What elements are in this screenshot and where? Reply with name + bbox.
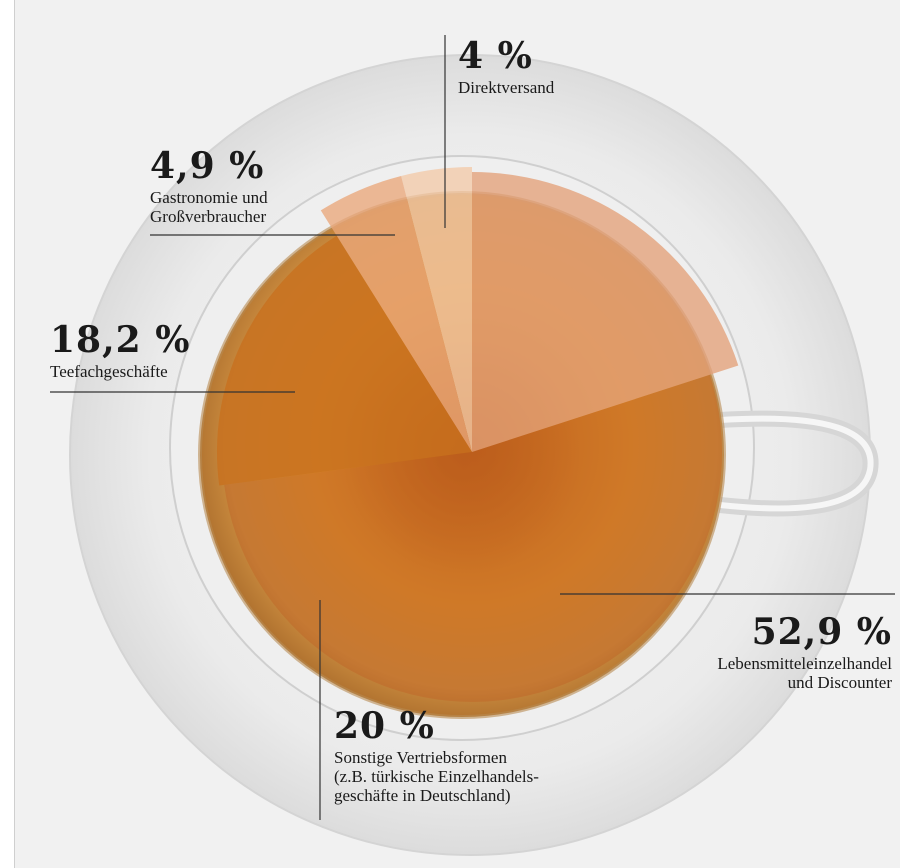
label-sonstige: 20 % Sonstige Vertriebsformen (z.B. türk…: [334, 708, 539, 805]
label-direktversand: 4 % Direktversand: [458, 38, 554, 97]
pie-slice-2: [320, 176, 472, 452]
value-label: 4,9 %: [150, 145, 265, 187]
label-gastronomie: 4,9 % Gastronomie und Großverbraucher: [150, 148, 268, 226]
category-label: Direktversand: [458, 78, 555, 97]
pie-slice-4: [224, 374, 723, 702]
value-label: 20 %: [334, 705, 435, 747]
category-label: Lebensmitteleinzelhandel und Discounter: [717, 654, 892, 693]
value-label: 4 %: [458, 35, 533, 77]
value-label: 18,2 %: [50, 319, 191, 361]
page-frame: [0, 0, 15, 868]
category-label: Teefachgeschäfte: [50, 362, 168, 381]
leader-lines: [50, 35, 895, 820]
pie-slice-1: [401, 167, 472, 452]
value-label: 52,9 %: [751, 611, 892, 653]
pie-slice-3: [216, 235, 472, 486]
label-lebensmittel: 52,9 % Lebensmitteleinzelhandel und Disc…: [592, 614, 892, 692]
pie-slice-5: [472, 172, 739, 452]
category-label: Gastronomie und Großverbraucher: [150, 188, 268, 227]
category-label: Sonstige Vertriebsformen (z.B. türkische…: [334, 748, 539, 806]
pie-slices: [216, 167, 739, 702]
label-teefach: 18,2 % Teefachgeschäfte: [50, 322, 190, 381]
